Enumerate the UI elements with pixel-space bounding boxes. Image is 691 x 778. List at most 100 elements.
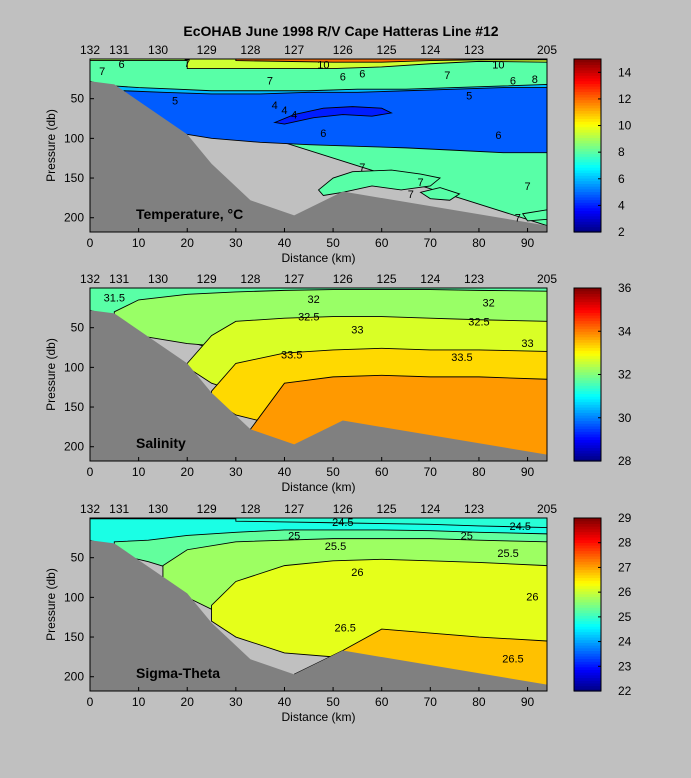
contour-label: 26.5 — [335, 623, 356, 635]
colorbar-cell — [574, 404, 601, 408]
y-tick-label: 200 — [64, 670, 84, 684]
colorbar-cell — [574, 655, 601, 660]
colorbar-tick-label: 28 — [618, 454, 632, 468]
colorbar-cell — [574, 61, 601, 66]
colorbar-cell — [574, 661, 601, 665]
colorbar-cell — [574, 344, 601, 349]
colorbar-cell — [574, 639, 601, 643]
colorbar-cell — [574, 545, 601, 549]
colorbar-cell — [574, 142, 601, 147]
colorbar-cell — [574, 59, 601, 63]
station-label: 128 — [240, 43, 260, 57]
x-tick-label: 50 — [326, 236, 340, 250]
colorbar-tick-label: 29 — [618, 511, 632, 525]
y-tick-label: 100 — [64, 131, 84, 145]
colorbar-cell — [574, 104, 601, 109]
y-axis-label: Pressure (db) — [44, 338, 58, 411]
contour-label: 24.5 — [332, 517, 353, 529]
colorbar-cell — [574, 582, 601, 587]
bathymetry — [90, 310, 547, 461]
contour-label: 6 — [320, 128, 326, 140]
colorbar-cell — [574, 436, 601, 440]
station-label: 128 — [240, 272, 260, 286]
colorbar-tick-label: 28 — [618, 536, 632, 550]
colorbar-cell — [574, 342, 601, 346]
colorbar-cell — [574, 447, 601, 451]
colorbar-cell — [574, 77, 601, 82]
contour-label: 24.5 — [510, 521, 531, 533]
colorbar-cell — [574, 126, 601, 130]
colorbar-cell — [574, 663, 601, 668]
x-tick-label: 10 — [132, 465, 146, 479]
colorbar-cell — [574, 229, 601, 233]
colorbar-cell — [574, 339, 601, 343]
x-tick-label: 80 — [472, 695, 486, 709]
contour-label: 26.5 — [502, 653, 523, 665]
axes-frame — [89, 58, 548, 233]
colorbar-cell — [574, 569, 601, 573]
x-tick-label: 90 — [521, 695, 535, 709]
colorbar-cell — [574, 358, 601, 362]
colorbar-cell — [574, 175, 601, 179]
contour-label: 32 — [308, 294, 320, 306]
x-tick-label: 60 — [375, 236, 389, 250]
colorbar-cell — [574, 156, 601, 160]
contour-label: 25.5 — [325, 541, 346, 553]
colorbar-cell — [574, 409, 601, 413]
colorbar-cell — [574, 159, 601, 163]
contour-label: 7 — [408, 189, 414, 201]
colorbar-cell — [574, 64, 601, 68]
station-label: 205 — [537, 502, 557, 516]
colorbar-cell — [574, 390, 601, 395]
colorbar-cell — [574, 366, 601, 370]
contour-label: 7 — [524, 181, 530, 193]
colorbar-cell — [574, 164, 601, 168]
colorbar-cell — [574, 547, 601, 552]
colorbar-cell — [574, 396, 601, 400]
colorbar-cell — [574, 626, 601, 630]
x-tick-label: 20 — [181, 465, 195, 479]
contour-label: 5 — [466, 91, 472, 103]
colorbar-cell — [574, 306, 601, 311]
y-tick-label: 50 — [71, 92, 85, 106]
colorbar-cell — [574, 315, 601, 319]
colorbar-cell — [574, 223, 601, 228]
colorbar-cell — [574, 153, 601, 157]
colorbar-cell — [574, 620, 601, 625]
contour-label: 32 — [483, 297, 495, 309]
colorbar-cell — [574, 167, 601, 171]
colorbar-cell — [574, 218, 601, 222]
colorbar-cell — [574, 113, 601, 117]
colorbar-cell — [574, 555, 601, 560]
colorbar-tick-label: 23 — [618, 659, 632, 673]
contour-region-5 — [419, 187, 461, 201]
contour-label: 7 — [444, 70, 450, 82]
colorbar-cell — [574, 680, 601, 684]
colorbar-cell — [574, 412, 601, 416]
colorbar-cell — [574, 331, 601, 335]
contour-label: 6 — [340, 71, 346, 83]
colorbar-cell — [574, 110, 601, 114]
colorbar-cell — [574, 309, 601, 313]
contour-label: 4 — [291, 110, 297, 122]
colorbar-cell — [574, 593, 601, 597]
x-tick-label: 30 — [229, 236, 243, 250]
colorbar-cell — [574, 599, 601, 603]
x-tick-label: 50 — [326, 465, 340, 479]
y-tick-label: 200 — [64, 211, 84, 225]
x-tick-label: 40 — [278, 465, 292, 479]
colorbar-cell — [574, 531, 601, 535]
station-label: 129 — [197, 272, 217, 286]
colorbar-tick-label: 24 — [618, 635, 632, 649]
colorbar-cell — [574, 666, 601, 670]
x-tick-label: 90 — [521, 236, 535, 250]
axes-frame — [89, 287, 548, 462]
colorbar-cell — [574, 388, 601, 392]
colorbar-cell — [574, 428, 601, 432]
colorbar-cell — [574, 140, 601, 144]
colorbar-cell — [574, 86, 601, 90]
colorbar-cell — [574, 145, 601, 149]
colorbar-cell — [574, 226, 601, 230]
colorbar-cell — [574, 674, 601, 679]
